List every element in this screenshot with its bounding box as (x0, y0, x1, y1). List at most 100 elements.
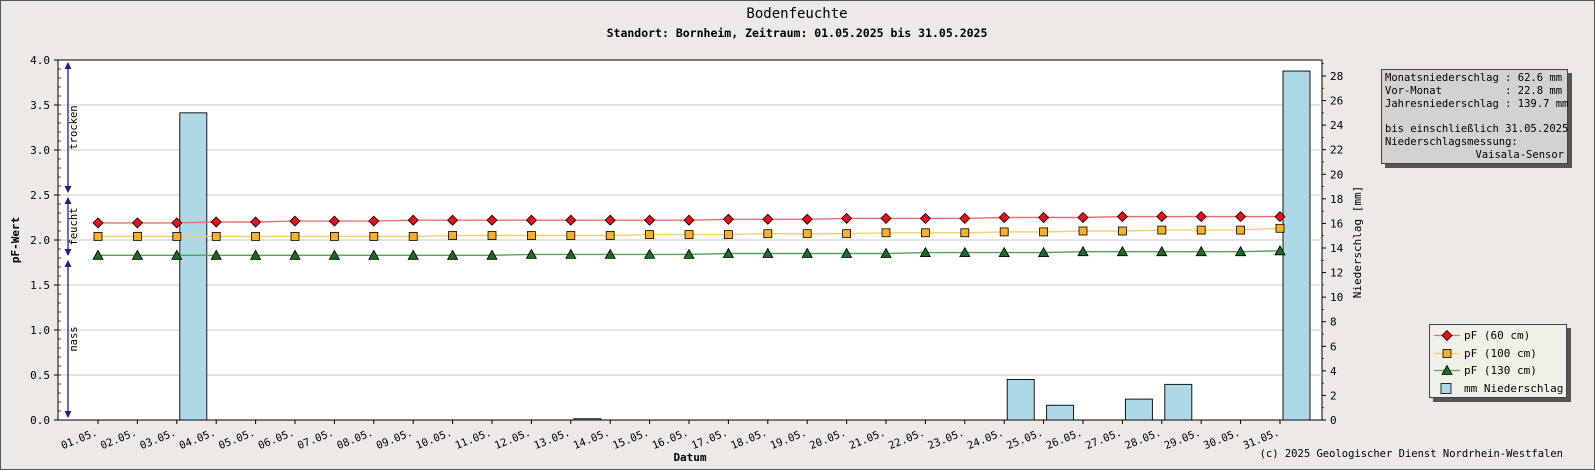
precipitation-bar (1282, 70, 1311, 421)
copyright-note: (c) 2025 Geologischer Dienst Nordrhein-W… (1259, 448, 1563, 460)
y-axis-right-label: Niederschlag [mm] (1351, 186, 1364, 299)
yearly-value: 139.7 mm (1517, 97, 1569, 110)
diamond-marker-icon (1434, 330, 1460, 342)
precipitation-bar (1046, 404, 1075, 421)
data-point (329, 231, 339, 241)
data-point (722, 247, 735, 258)
data-point (527, 231, 536, 240)
monthly-label: Monatsniederschlag : (1385, 72, 1512, 84)
data-point (1118, 226, 1127, 236)
data-point (683, 248, 695, 259)
data-point (802, 229, 812, 239)
data-point (1116, 211, 1128, 223)
y-right-tick-label: 24 (1330, 119, 1344, 132)
data-point (290, 231, 300, 241)
data-point (328, 249, 341, 260)
data-point (684, 230, 694, 240)
data-point (172, 231, 182, 241)
data-point (368, 215, 380, 227)
x-tick-label: 19.05. (769, 427, 809, 452)
data-point (1039, 227, 1048, 237)
square-marker-icon (1434, 348, 1460, 358)
x-tick-label: 29.05. (1163, 427, 1203, 452)
x-tick-label: 18.05. (729, 427, 769, 452)
data-point (1077, 211, 1089, 224)
pf-series (92, 211, 1286, 260)
data-point (92, 217, 104, 229)
yearly-label: Jahresniederschlag : (1385, 97, 1512, 110)
x-tick-label: 22.05. (887, 427, 927, 452)
data-point (1038, 211, 1050, 224)
data-point (1037, 246, 1050, 258)
y-tick-label: 3.5 (30, 99, 50, 112)
data-point (447, 214, 459, 226)
data-point (211, 231, 221, 241)
data-point (132, 231, 142, 241)
legend-item-precipitation: mm Niederschlag (1430, 380, 1566, 398)
bar-swatch-icon (1440, 382, 1452, 394)
x-tick-label: 16.05. (650, 427, 690, 452)
data-point (1274, 211, 1286, 223)
x-tick-label: 17.05. (690, 427, 730, 452)
previous-month-value: 22.8 mm (1517, 84, 1563, 97)
data-point (998, 246, 1010, 258)
data-point (1116, 245, 1129, 257)
data-point (92, 249, 104, 260)
data-point (880, 247, 892, 258)
y-right-tick-label: 26 (1330, 95, 1343, 108)
data-point (1156, 211, 1168, 223)
y-tick-label: 2.0 (30, 234, 50, 247)
precipitation-bars (179, 70, 1311, 421)
data-point (448, 231, 458, 240)
data-point (921, 228, 930, 238)
data-point (645, 230, 654, 240)
data-point (565, 214, 577, 226)
data-point (565, 248, 577, 259)
data-point (1195, 245, 1207, 257)
data-point (643, 248, 656, 259)
x-axis-label: Datum (673, 451, 706, 464)
data-point (93, 231, 103, 241)
y-axis-label: pF-Wert (9, 217, 22, 263)
data-point (566, 231, 576, 240)
legend-label-pf130: pF (130 cm) (1464, 364, 1537, 378)
data-point (724, 230, 733, 240)
x-tick-label: 13.05. (532, 427, 572, 452)
data-point (801, 247, 813, 258)
chart-title: Bodenfeuchte (746, 6, 847, 22)
data-point (250, 216, 262, 228)
y-right-tick-label: 6 (1330, 340, 1337, 353)
data-point (131, 249, 144, 260)
data-point (525, 214, 537, 226)
y-right-tick-label: 12 (1330, 267, 1343, 280)
data-point (1235, 211, 1247, 223)
zone-label: nass (68, 326, 80, 351)
x-tick-label: 08.05. (335, 427, 375, 452)
y-tick-label: 2.5 (30, 189, 50, 202)
data-point (999, 227, 1009, 237)
triangle-marker-icon (1434, 364, 1460, 376)
data-point (408, 231, 418, 241)
data-point (881, 228, 891, 238)
x-tick-label: 25.05. (1005, 427, 1045, 452)
data-point (604, 248, 616, 259)
data-point (644, 214, 656, 226)
y-right-tick-label: 2 (1330, 389, 1337, 402)
data-point (1078, 226, 1088, 236)
data-point (762, 213, 774, 225)
grid-lines (58, 104, 1322, 376)
previous-month-label: Vor-Monat : (1385, 84, 1512, 97)
precipitation-bar (1164, 383, 1193, 421)
data-point (959, 246, 971, 258)
data-point (487, 231, 497, 240)
data-point (880, 212, 892, 224)
y-right-tick-label: 4 (1330, 365, 1337, 378)
y-right-tick-label: 22 (1330, 144, 1343, 157)
legend-item-pf60: pF (60 cm) (1430, 327, 1566, 345)
data-point (801, 213, 813, 225)
data-point (1195, 211, 1207, 223)
data-point (289, 249, 301, 260)
x-tick-label: 21.05. (847, 427, 887, 452)
data-point (1156, 245, 1168, 257)
